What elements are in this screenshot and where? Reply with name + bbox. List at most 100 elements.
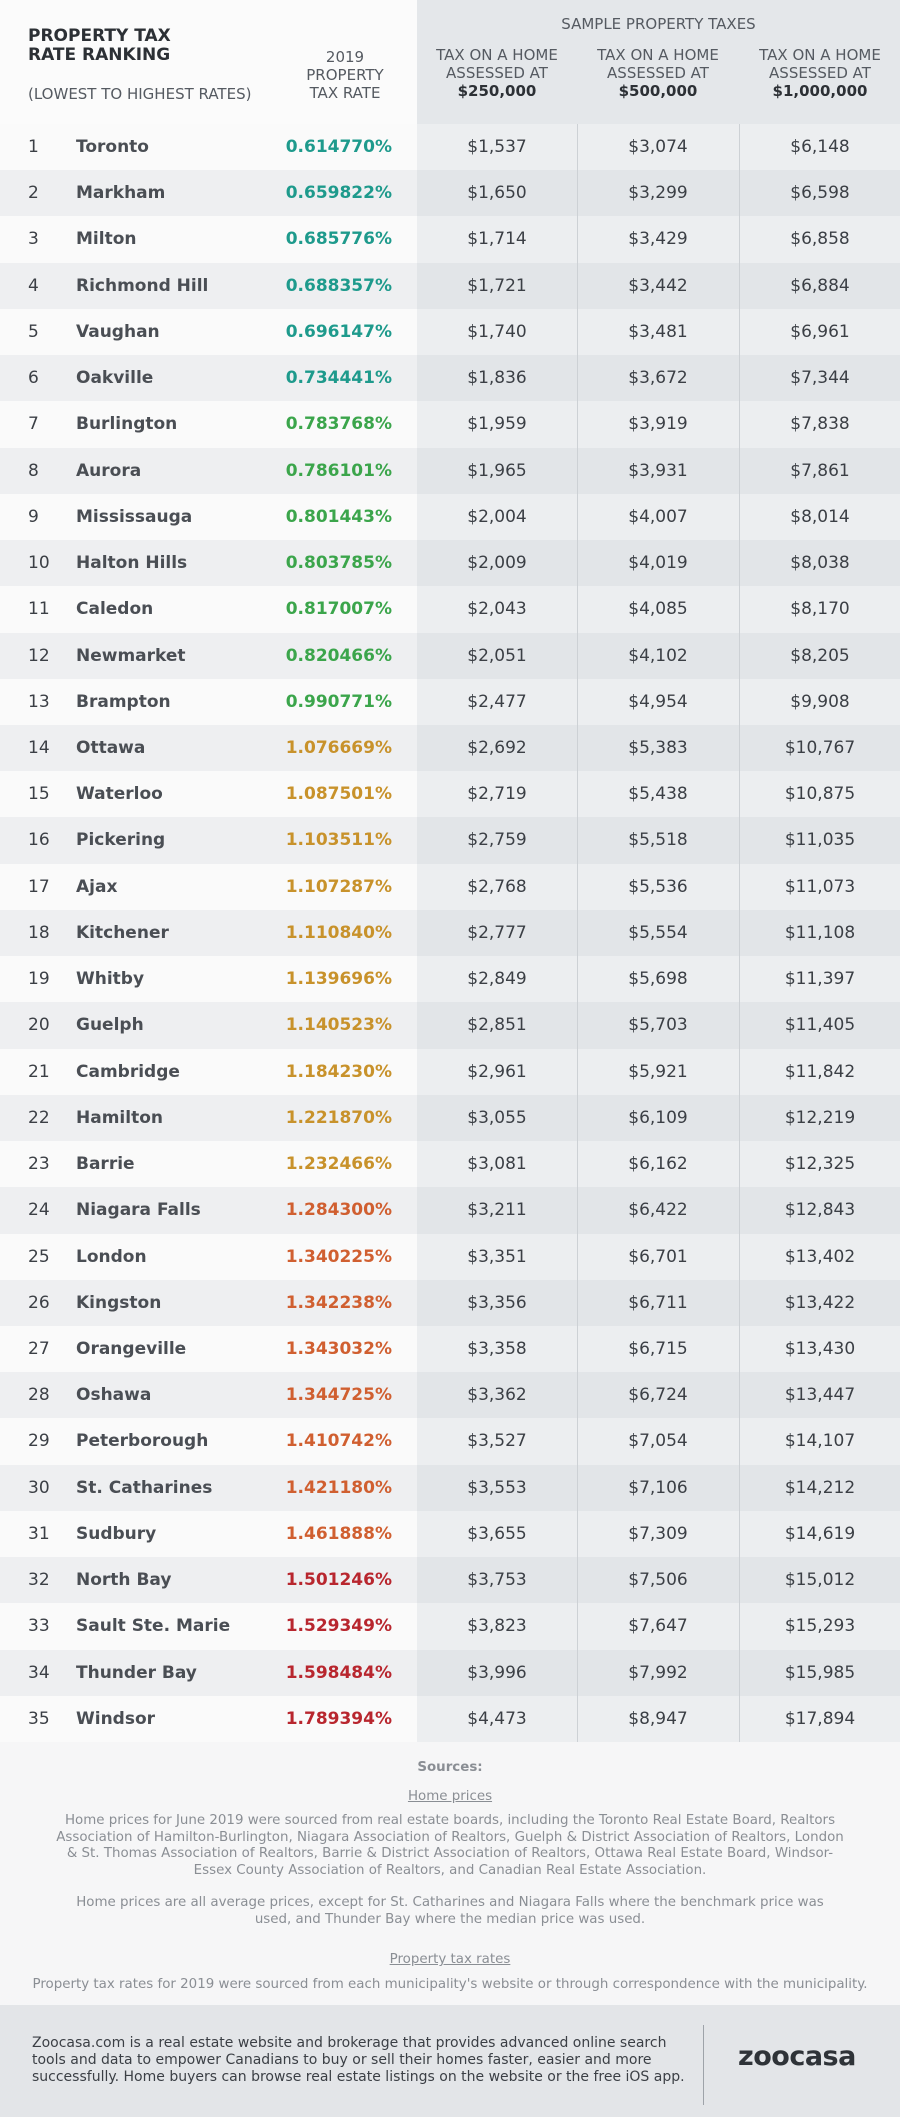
table-row: 16 Pickering 1.103511% $2,759 $5,518 $11,035	[0, 817, 900, 865]
rate: 0.786101%	[285, 460, 392, 481]
rate: 0.820466%	[285, 645, 392, 666]
table-row: 3 Milton 0.685776% $1,714 $3,429 $6,858	[0, 216, 900, 264]
table-row: 10 Halton Hills 0.803785% $2,009 $4,019 $8,03…	[0, 540, 900, 588]
column-label: TAX ON A HOME ASSESSED AT	[597, 46, 719, 82]
col-divider	[577, 1510, 578, 1558]
row-shade	[417, 678, 900, 725]
table-row: 25 London 1.340225% $3,351 $6,701 $13,402	[0, 1233, 900, 1281]
city: Ajax	[76, 876, 118, 897]
rank: 27	[28, 1338, 50, 1359]
col-divider	[577, 586, 578, 633]
col-divider	[739, 540, 740, 587]
col-divider	[739, 1557, 740, 1604]
col-divider	[739, 586, 740, 633]
tax: $13,422	[784, 1292, 856, 1313]
col-divider	[577, 1002, 578, 1049]
row-shade	[417, 355, 900, 402]
tax: $3,356	[467, 1292, 527, 1313]
col-divider	[739, 308, 740, 356]
col-divider	[739, 493, 740, 541]
col-divider	[577, 1695, 578, 1743]
tax: $1,650	[467, 183, 527, 204]
col-divider	[577, 863, 578, 910]
group-header: SAMPLE PROPERTY TAXES	[561, 15, 756, 33]
col-divider	[577, 724, 578, 772]
tax: $2,719	[467, 784, 527, 805]
tax: $1,537	[467, 137, 527, 157]
row-shade	[417, 1233, 900, 1280]
tax: $9,908	[790, 691, 850, 712]
tax: $1,959	[467, 414, 527, 435]
tax: $6,162	[628, 1154, 688, 1175]
city: Oshawa	[76, 1385, 152, 1406]
rate: 0.734441%	[285, 368, 392, 389]
row-shade	[417, 1649, 900, 1696]
tax: $13,402	[784, 1246, 856, 1267]
col-divider	[577, 1464, 578, 1511]
subtitle: (LOWEST TO HIGHEST RATES)	[28, 85, 252, 103]
tax: $4,102	[628, 645, 688, 666]
col-divider	[739, 1510, 740, 1558]
city: Peterborough	[76, 1431, 209, 1452]
rank: 6	[28, 368, 39, 389]
col-divider	[739, 1372, 740, 1419]
row-shade	[417, 308, 900, 356]
col-divider	[577, 1187, 578, 1234]
tax: $6,148	[790, 137, 850, 157]
link[interactable]: Home prices	[407, 1788, 493, 1804]
row-shade	[417, 1603, 900, 1650]
tax: $3,442	[628, 275, 688, 296]
rate: 1.232466%	[285, 1154, 392, 1175]
row-shade	[417, 1418, 900, 1465]
col-divider	[739, 909, 740, 957]
table-row: 20 Guelph 1.140523% $2,851 $5,703 $11,405	[0, 1002, 900, 1050]
rate: 0.783768%	[285, 414, 392, 435]
tax: $1,740	[467, 321, 527, 342]
tax: $11,073	[784, 876, 856, 897]
tax: $3,362	[467, 1385, 527, 1406]
col-divider	[739, 216, 740, 263]
col-divider	[739, 1603, 740, 1650]
rate: 0.817007%	[285, 599, 392, 620]
table-row: 12 Newmarket 0.820466% $2,051 $4,102 $8,205	[0, 632, 900, 680]
column-amount: $250,000	[457, 82, 537, 100]
rank: 14	[28, 737, 50, 758]
city: Markham	[76, 183, 166, 204]
row-shade	[417, 216, 900, 263]
table-row: 34 Thunder Bay 1.598484% $3,996 $7,992 $15,98…	[0, 1649, 900, 1697]
col-divider	[739, 1141, 740, 1188]
table-row: 30 St. Catharines 1.421180% $3,553 $7,106 $14…	[0, 1464, 900, 1512]
tax: $4,085	[628, 599, 688, 620]
link[interactable]: Property tax rates	[389, 1952, 511, 1967]
tax: $7,506	[628, 1570, 688, 1591]
tax: $2,851	[467, 1015, 527, 1036]
col-divider	[577, 124, 578, 171]
col-divider	[577, 1603, 578, 1650]
table-row: 26 Kingston 1.342238% $3,356 $6,711 $13,422	[0, 1279, 900, 1327]
city: Newmarket	[76, 645, 186, 666]
city: Burlington	[76, 414, 178, 435]
logo[interactable]: zoocasa	[738, 2041, 856, 2072]
col-divider	[739, 724, 740, 772]
rank: 8	[28, 460, 39, 481]
city: Sudbury	[76, 1523, 157, 1544]
tax: $3,055	[467, 1107, 527, 1128]
city: Sault Ste. Marie	[76, 1616, 231, 1637]
city: Cambridge	[76, 1061, 180, 1082]
tax: $2,051	[467, 645, 527, 666]
city: North Bay	[76, 1570, 172, 1591]
rate: 1.344725%	[285, 1385, 392, 1406]
tax: $11,842	[784, 1061, 856, 1082]
tax: $12,325	[784, 1154, 856, 1175]
table-row: 8 Aurora 0.786101% $1,965 $3,931 $7,861	[0, 447, 900, 495]
tax: $3,996	[467, 1662, 527, 1683]
table-row: 27 Orangeville 1.343032% $3,358 $6,715 $13,43…	[0, 1325, 900, 1374]
city: Guelph	[76, 1015, 144, 1036]
table-row: 33 Sault Ste. Marie 1.529349% $3,823 $7,647 $…	[0, 1603, 900, 1651]
city: Vaughan	[76, 321, 160, 342]
tax: $7,054	[628, 1431, 688, 1452]
row-shade	[417, 1325, 900, 1373]
rank: 33	[28, 1616, 50, 1637]
city: Aurora	[76, 460, 142, 481]
row-shade	[417, 956, 900, 1003]
